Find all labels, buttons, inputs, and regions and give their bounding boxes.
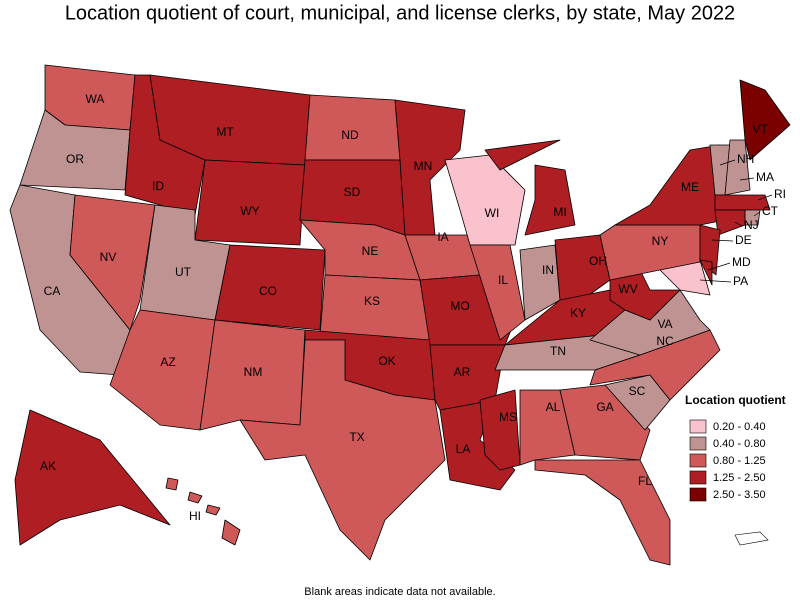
state-labels: WA OR CA NV ID MT WY UT CO AZ NM ND SD NE KS OK TX MN IA MO…: [40, 92, 786, 523]
state-label: OR: [66, 152, 84, 166]
state-label: NC: [656, 334, 674, 348]
state-label: OH: [589, 254, 607, 268]
state-label: NV: [100, 250, 117, 264]
puerto-rico: [734, 531, 769, 546]
state-label: NM: [244, 365, 263, 379]
state-label: IN: [542, 263, 554, 277]
state-label: MS: [499, 410, 517, 424]
legend-label: 0.40 - 0.80: [713, 438, 766, 450]
state-label: MT: [216, 125, 234, 139]
legend-title: Location quotient: [685, 393, 786, 407]
legend-swatch: [689, 419, 707, 434]
state-label: MD: [732, 255, 751, 269]
state: [614, 144, 726, 226]
state: [554, 234, 611, 306]
state-label: LA: [456, 442, 471, 456]
state-label: AR: [454, 365, 471, 379]
state-label: KY: [570, 306, 586, 320]
state-label: CA: [44, 284, 61, 298]
state: [444, 154, 526, 246]
state-label: VA: [657, 317, 672, 331]
state-label: AK: [40, 459, 56, 473]
state-label: NY: [652, 234, 669, 248]
leader-line: [757, 194, 773, 201]
state: [589, 329, 721, 401]
leader-line: [719, 159, 736, 166]
state-label: TX: [349, 430, 364, 444]
leader-line: [699, 279, 732, 283]
leader-line: [739, 177, 755, 181]
state-label: SC: [629, 384, 646, 398]
state-label: AL: [546, 400, 561, 414]
legend-label: 2.50 - 3.50: [713, 489, 766, 501]
map-title: Location quotient of court, municipal, a…: [65, 2, 735, 24]
state-label: NH: [737, 152, 754, 166]
leader-line: [711, 239, 734, 242]
state-label: FL: [638, 474, 652, 488]
leader-line: [753, 211, 761, 217]
state: [214, 244, 326, 331]
state: [519, 389, 576, 466]
state-label: ME: [681, 180, 699, 194]
state-label: AZ: [160, 355, 175, 369]
legend-swatch: [689, 470, 707, 485]
state-label: IL: [498, 273, 508, 287]
legend: Location quotient 0.20 - 0.40 0.40 - 0.80…: [685, 393, 786, 502]
state: [484, 139, 576, 236]
state-label: KS: [364, 294, 380, 308]
legend-swatch: [689, 453, 707, 468]
states: [9, 64, 791, 566]
state-label: SD: [344, 185, 361, 199]
state-label: RI: [774, 187, 786, 201]
state-label: TN: [550, 344, 566, 358]
state-label: CT: [762, 204, 779, 218]
state-label: WI: [485, 206, 500, 220]
state-label: WY: [240, 204, 259, 218]
footnote: Blank areas indicate data not available.: [304, 586, 495, 598]
state: [724, 139, 751, 196]
legend-swatch: [689, 487, 707, 502]
state: [479, 389, 521, 471]
state: [714, 209, 746, 236]
state-label: NJ: [744, 218, 759, 232]
state-label: ID: [152, 179, 164, 193]
state-label: PA: [733, 274, 748, 288]
state: [194, 159, 306, 246]
state: [239, 339, 446, 561]
state-label: MN: [414, 159, 433, 173]
state: [699, 259, 713, 286]
state: [714, 194, 771, 211]
state-label: OK: [378, 354, 395, 368]
state-label: ND: [341, 128, 359, 142]
state-label: IA: [437, 230, 448, 244]
state-label: DE: [735, 233, 752, 247]
state-label: WV: [618, 282, 637, 296]
state-label: MA: [756, 170, 774, 184]
state: [559, 384, 651, 461]
state: [69, 194, 156, 331]
legend-label: 0.80 - 1.25: [713, 455, 766, 467]
state: [14, 409, 171, 546]
leader-line: [734, 221, 743, 227]
state: [534, 459, 671, 566]
state-label: HI: [189, 509, 201, 523]
state-label: VT: [752, 122, 768, 136]
state: [739, 79, 791, 161]
state-label: UT: [175, 265, 192, 279]
state-label: WA: [86, 92, 105, 106]
legend-label: 1.25 - 2.50: [713, 472, 766, 484]
state-label: GA: [596, 400, 613, 414]
state-label: MO: [450, 299, 469, 313]
state-label: CO: [259, 284, 277, 298]
state-label: NE: [362, 244, 379, 258]
leader-line: [707, 262, 731, 271]
legend-swatch: [689, 436, 707, 451]
state-label: MI: [553, 205, 566, 219]
state: [165, 477, 241, 546]
legend-label: 0.20 - 0.40: [713, 421, 766, 433]
state: [394, 99, 466, 236]
